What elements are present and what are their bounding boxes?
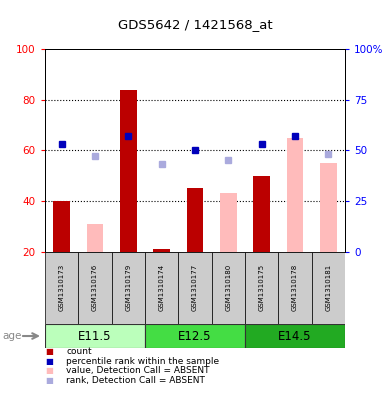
- Bar: [287, 138, 303, 252]
- Bar: [145, 252, 178, 324]
- Text: GSM1310181: GSM1310181: [326, 264, 332, 312]
- Text: age: age: [2, 331, 21, 341]
- Text: rank, Detection Call = ABSENT: rank, Detection Call = ABSENT: [66, 376, 205, 384]
- Text: percentile rank within the sample: percentile rank within the sample: [66, 357, 220, 365]
- Text: value, Detection Call = ABSENT: value, Detection Call = ABSENT: [66, 366, 210, 375]
- Text: GSM1310175: GSM1310175: [259, 264, 265, 311]
- Bar: [53, 201, 70, 252]
- Bar: [153, 249, 170, 252]
- Bar: [45, 252, 78, 324]
- Text: GSM1310177: GSM1310177: [192, 264, 198, 312]
- Bar: [212, 252, 245, 324]
- Bar: [245, 252, 278, 324]
- Text: GSM1310180: GSM1310180: [225, 264, 231, 312]
- Text: GSM1310178: GSM1310178: [292, 264, 298, 312]
- Text: count: count: [66, 347, 92, 356]
- Text: GSM1310174: GSM1310174: [159, 264, 165, 311]
- Bar: [120, 90, 136, 252]
- Bar: [187, 188, 203, 252]
- Text: GSM1310176: GSM1310176: [92, 264, 98, 312]
- Bar: [320, 163, 337, 252]
- Bar: [178, 252, 212, 324]
- Bar: [87, 224, 103, 252]
- Bar: [245, 324, 345, 348]
- Bar: [312, 252, 345, 324]
- Text: ■: ■: [45, 376, 53, 384]
- Text: E14.5: E14.5: [278, 329, 312, 343]
- Text: GSM1310173: GSM1310173: [58, 264, 64, 312]
- Bar: [278, 252, 312, 324]
- Bar: [220, 193, 237, 252]
- Text: GDS5642 / 1421568_at: GDS5642 / 1421568_at: [118, 18, 272, 31]
- Bar: [254, 176, 270, 252]
- Text: E12.5: E12.5: [178, 329, 212, 343]
- Text: ■: ■: [45, 357, 53, 365]
- Text: E11.5: E11.5: [78, 329, 112, 343]
- Bar: [112, 252, 145, 324]
- Text: GSM1310179: GSM1310179: [125, 264, 131, 312]
- Bar: [145, 324, 245, 348]
- Text: ■: ■: [45, 366, 53, 375]
- Text: ■: ■: [45, 347, 53, 356]
- Bar: [45, 324, 145, 348]
- Bar: [78, 252, 112, 324]
